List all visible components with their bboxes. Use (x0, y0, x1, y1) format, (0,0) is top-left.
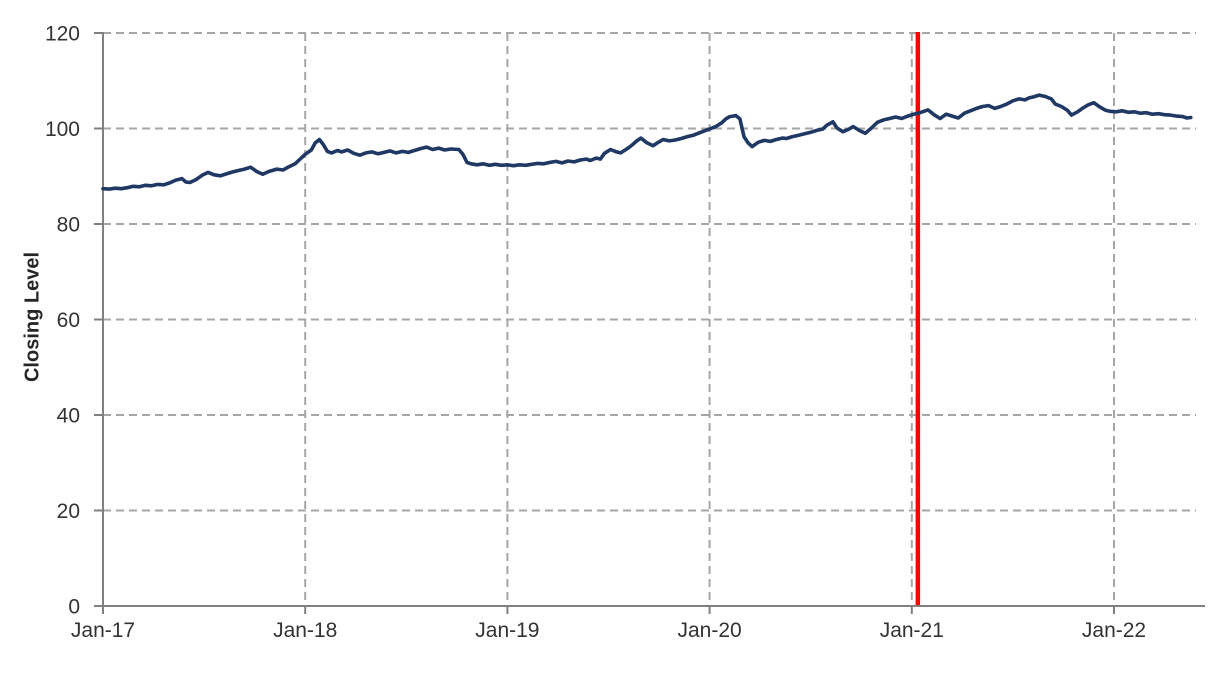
x-tick-label-Jan-21: Jan-21 (880, 619, 944, 642)
y-tick-label-40: 40 (57, 405, 80, 428)
x-tick-label-Jan-19: Jan-19 (475, 619, 539, 642)
x-tick-label-Jan-20: Jan-20 (677, 619, 741, 642)
y-tick-label-80: 80 (57, 214, 80, 237)
x-tick-label-Jan-22: Jan-22 (1082, 619, 1146, 642)
y-tick-label-0: 0 (68, 596, 80, 619)
y-tick-label-100: 100 (45, 118, 80, 141)
y-tick-label-120: 120 (45, 23, 80, 46)
y-tick-label-60: 60 (57, 309, 80, 332)
series-line-closing-level (101, 93, 1193, 191)
y-tick-label-20: 20 (57, 500, 80, 523)
x-tick-label-Jan-17: Jan-17 (71, 619, 135, 642)
y-axis-title: Closing Level (21, 251, 44, 383)
x-tick-label-Jan-18: Jan-18 (273, 619, 337, 642)
